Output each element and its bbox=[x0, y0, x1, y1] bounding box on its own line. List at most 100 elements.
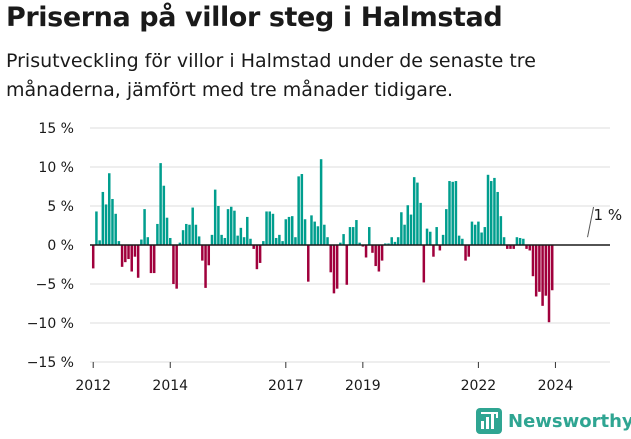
bar bbox=[91, 245, 95, 269]
chart-title: Priserna på villor steg i Halmstad bbox=[6, 2, 503, 33]
bar bbox=[534, 245, 538, 297]
bar bbox=[98, 240, 101, 245]
bar bbox=[252, 245, 255, 249]
bar bbox=[409, 214, 413, 245]
bar bbox=[515, 237, 519, 245]
bar bbox=[178, 242, 182, 245]
y-tick-label: 0 % bbox=[47, 238, 74, 254]
bar bbox=[525, 245, 528, 249]
x-axis-ticks: 2012 2014 2017 2019 2022 2024 bbox=[75, 362, 573, 394]
bar bbox=[387, 243, 390, 245]
bar bbox=[323, 224, 326, 245]
y-tick-label: 15 % bbox=[38, 121, 74, 137]
bar bbox=[547, 245, 551, 323]
bar bbox=[223, 237, 227, 245]
bar bbox=[124, 245, 127, 263]
bar bbox=[512, 245, 515, 249]
bar bbox=[406, 205, 410, 245]
bar bbox=[281, 241, 284, 245]
bar bbox=[175, 245, 178, 289]
bar bbox=[207, 245, 211, 266]
bar bbox=[483, 227, 487, 245]
bar bbox=[506, 245, 509, 249]
y-axis-ticks: −15 % −10 % −5 % 0 % 5 % 10 % 15 % bbox=[27, 121, 74, 371]
bar bbox=[95, 211, 98, 245]
bar bbox=[246, 216, 249, 245]
bar bbox=[461, 238, 464, 245]
bar bbox=[213, 189, 217, 245]
bar bbox=[169, 237, 172, 245]
bar bbox=[262, 241, 265, 245]
bar bbox=[348, 227, 352, 245]
bar bbox=[278, 234, 281, 245]
bar bbox=[499, 216, 503, 245]
bar bbox=[316, 226, 320, 245]
x-tick-label: 2019 bbox=[345, 378, 381, 394]
x-tick-label: 2014 bbox=[152, 378, 188, 394]
bar bbox=[159, 163, 162, 245]
bar bbox=[355, 220, 358, 245]
bar bbox=[307, 245, 310, 282]
annotation-label: 1 % bbox=[594, 206, 623, 224]
bar bbox=[249, 238, 252, 245]
bar bbox=[319, 159, 323, 245]
bar bbox=[368, 227, 371, 245]
bar bbox=[358, 242, 361, 245]
bars bbox=[90, 159, 610, 323]
y-tick-label: 5 % bbox=[47, 199, 74, 215]
bar bbox=[412, 177, 416, 245]
bar bbox=[217, 206, 220, 245]
bar bbox=[396, 237, 400, 245]
y-tick-label: 10 % bbox=[38, 160, 74, 176]
bar bbox=[149, 245, 153, 274]
bar bbox=[480, 232, 483, 245]
bar bbox=[374, 245, 377, 267]
bar bbox=[425, 228, 429, 245]
bar bbox=[140, 239, 143, 245]
bar bbox=[390, 237, 393, 245]
bar bbox=[233, 210, 236, 245]
bar bbox=[303, 219, 307, 245]
bar bbox=[242, 237, 246, 245]
bar bbox=[486, 174, 490, 245]
bar bbox=[108, 173, 111, 245]
bar bbox=[290, 216, 294, 245]
bar bbox=[531, 245, 535, 277]
bar bbox=[380, 245, 384, 261]
bar bbox=[152, 245, 156, 274]
x-tick-label: 2024 bbox=[538, 378, 574, 394]
bar bbox=[496, 191, 499, 245]
bar bbox=[339, 242, 342, 245]
bar bbox=[130, 245, 133, 272]
bar bbox=[438, 245, 442, 251]
bar bbox=[111, 198, 114, 245]
bar bbox=[489, 181, 493, 245]
bar bbox=[297, 176, 300, 245]
bar bbox=[435, 227, 438, 245]
bar bbox=[136, 245, 140, 278]
bar bbox=[522, 238, 525, 245]
bar bbox=[470, 221, 474, 245]
bar bbox=[384, 243, 387, 245]
bar bbox=[229, 206, 233, 245]
x-tick-label: 2017 bbox=[268, 378, 304, 394]
bar bbox=[265, 211, 268, 245]
bar bbox=[544, 245, 548, 296]
y-tick-label: −10 % bbox=[27, 316, 74, 332]
bar bbox=[493, 177, 496, 245]
bar bbox=[156, 223, 159, 245]
bar bbox=[284, 219, 288, 245]
bar bbox=[294, 237, 297, 245]
chart-subtitle: Prisutveckling för villor i Halmstad und… bbox=[6, 50, 536, 101]
bar bbox=[445, 209, 448, 245]
bar bbox=[454, 181, 458, 245]
x-tick-label: 2022 bbox=[461, 378, 497, 394]
bar bbox=[541, 245, 544, 306]
bar bbox=[201, 245, 204, 261]
bar bbox=[432, 245, 435, 257]
bar bbox=[127, 245, 130, 260]
bar bbox=[255, 245, 259, 270]
bar bbox=[268, 211, 271, 245]
bar bbox=[326, 237, 329, 245]
